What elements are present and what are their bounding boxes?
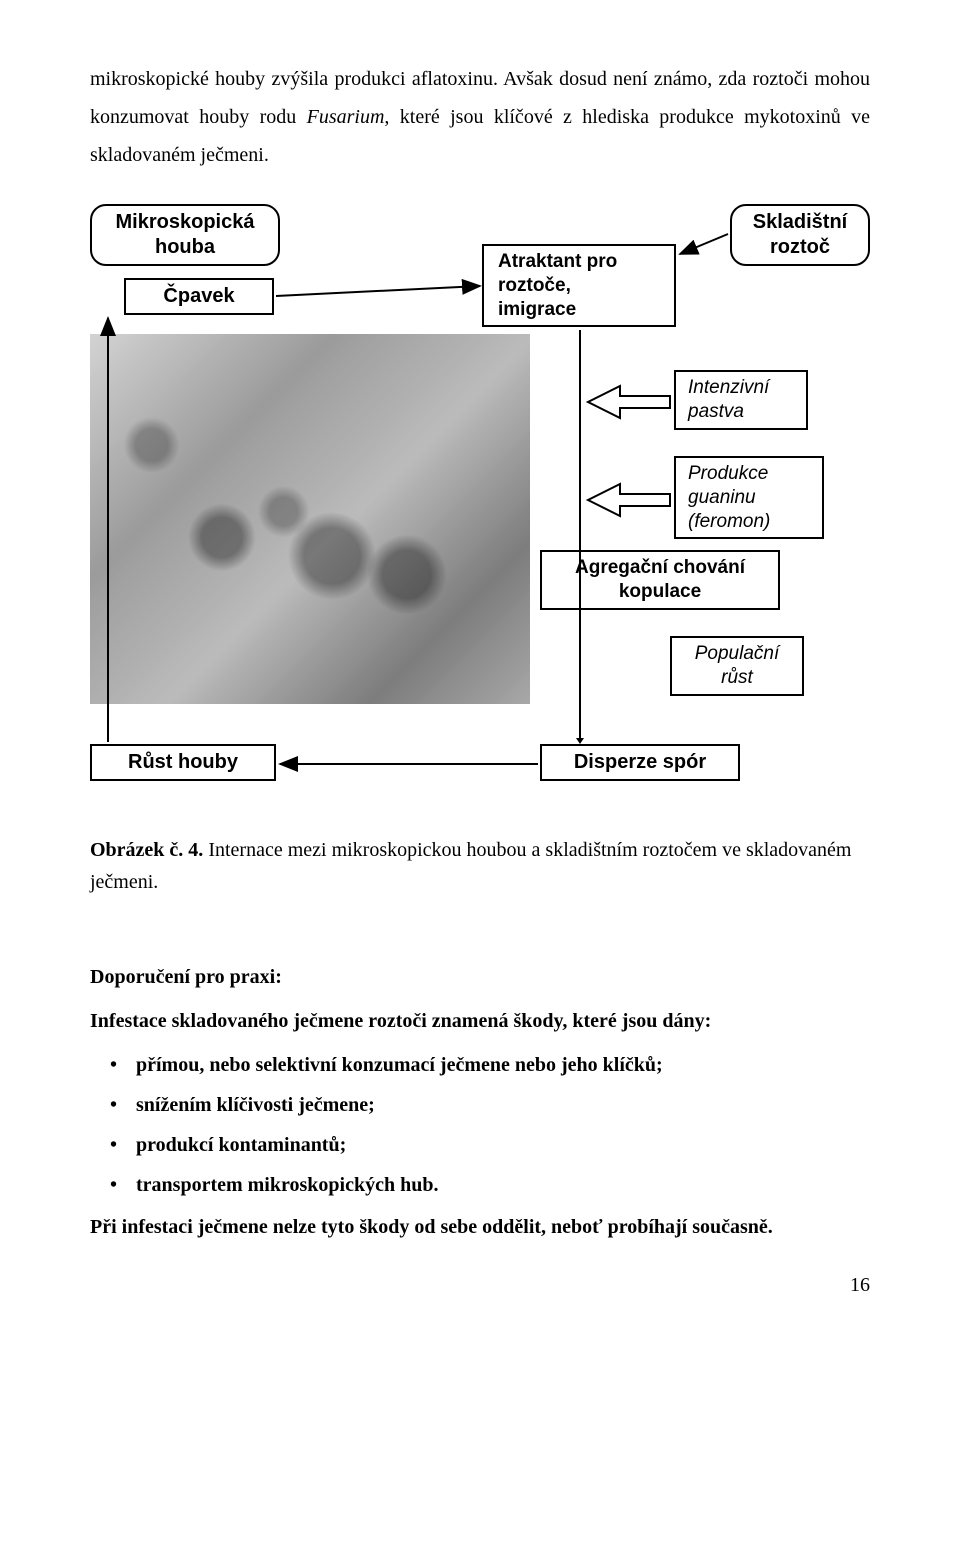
page-number: 16 bbox=[90, 1266, 870, 1304]
recommend-sub: Infestace skladovaného ječmene roztoči z… bbox=[90, 1002, 870, 1040]
box-produkce-guaninu: Produkceguaninu(feromon) bbox=[674, 456, 824, 539]
figure-caption: Obrázek č. 4. Internace mezi mikroskopic… bbox=[90, 834, 870, 898]
box-rust-houby: Růst houby bbox=[90, 744, 276, 781]
bullet-item: snížením klíčivosti ječmene; bbox=[136, 1086, 870, 1124]
caption-bold: Obrázek č. 4. bbox=[90, 839, 203, 861]
intro-paragraph: mikroskopické houby zvýšila produkci afl… bbox=[90, 60, 870, 174]
box-mikroskopicka-houba: Mikroskopickáhouba bbox=[90, 204, 280, 266]
bullet-item: přímou, nebo selektivní konzumací ječmen… bbox=[136, 1046, 870, 1084]
interaction-diagram: Mikroskopickáhouba Čpavek Atraktant pror… bbox=[90, 204, 870, 814]
bullet-item: transportem mikroskopických hub. bbox=[136, 1166, 870, 1204]
box-skladistni-roztoc: Skladištníroztoč bbox=[730, 204, 870, 266]
box-cpavek: Čpavek bbox=[124, 278, 274, 315]
box-agregacni: Agregační chováníkopulace bbox=[540, 550, 780, 610]
recommend-bullets: přímou, nebo selektivní konzumací ječmen… bbox=[90, 1046, 870, 1204]
caption-rest: Internace mezi mikroskopickou houbou a s… bbox=[90, 839, 851, 893]
box-disperze: Disperze spór bbox=[540, 744, 740, 781]
box-atraktant: Atraktant proroztoče,imigrace bbox=[482, 244, 676, 327]
sem-micrograph-image bbox=[90, 334, 530, 704]
recommend-title: Doporučení pro praxi: bbox=[90, 958, 870, 996]
recommend-end: Při infestaci ječmene nelze tyto škody o… bbox=[90, 1208, 870, 1246]
box-intenzivni-pastva: Intenzivnípastva bbox=[674, 370, 808, 430]
bullet-item: produkcí kontaminantů; bbox=[136, 1126, 870, 1164]
box-populacni-rust: Populačnírůst bbox=[670, 636, 804, 696]
para-italic: Fusarium bbox=[307, 106, 385, 128]
